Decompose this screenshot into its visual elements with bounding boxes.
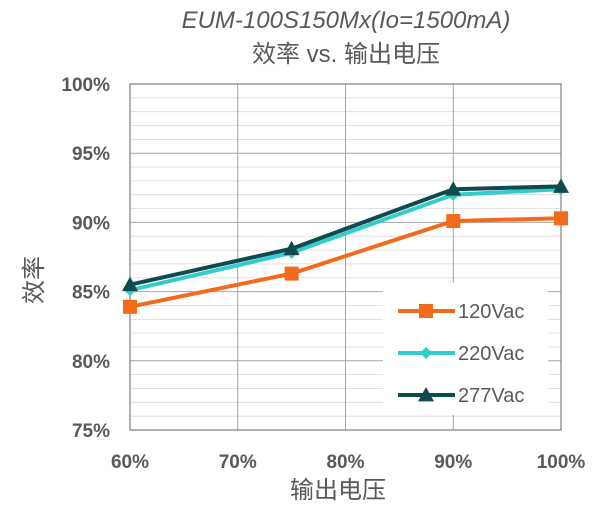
data-point-triangle <box>122 276 138 292</box>
y-tick-label: 90% <box>72 213 110 234</box>
data-point-triangle <box>418 387 434 402</box>
y-tick-label: 75% <box>72 421 110 442</box>
legend-label: 120Vac <box>458 301 524 323</box>
x-tick-label: 90% <box>434 452 472 473</box>
data-point-square <box>446 214 461 229</box>
data-point-diamond <box>420 347 432 359</box>
x-tick-label: 100% <box>537 452 586 473</box>
legend-label: 277Vac <box>458 385 524 407</box>
chart-subtitle: 效率 vs. 输出电压 <box>252 41 440 68</box>
series-line-220Vac <box>129 187 562 293</box>
data-point-square <box>123 299 137 314</box>
series-line-120Vac <box>129 216 562 309</box>
x-tick-label: 60% <box>111 452 149 473</box>
chart-title: EUM-100S150Mx(Io=1500mA) <box>182 7 511 34</box>
y-tick-label: 85% <box>72 283 110 304</box>
y-tick-label: 100% <box>61 75 110 96</box>
data-point-square <box>284 266 299 281</box>
x-axis-tick-labels: 60% 70% 80% 90% 100% <box>111 452 585 473</box>
legend: 120Vac 220Vac 277Vac <box>383 283 548 415</box>
y-tick-label: 95% <box>72 144 110 165</box>
y-axis-tick-labels: 75% 80% 85% 90% 95% 100% <box>61 75 110 442</box>
data-point-square <box>419 304 433 318</box>
y-axis-label: 效率 <box>21 256 48 304</box>
data-point-square <box>554 211 568 226</box>
x-tick-label: 80% <box>326 452 364 473</box>
data-point-triangle <box>445 181 462 196</box>
data-point-triangle <box>283 240 300 256</box>
series-line-277Vac <box>129 184 562 287</box>
data-point-triangle <box>553 178 569 193</box>
series-lines <box>122 178 569 314</box>
y-tick-label: 80% <box>72 352 110 373</box>
x-tick-label: 70% <box>219 452 257 473</box>
legend-label: 220Vac <box>458 343 524 365</box>
plot-area-frame <box>129 83 562 431</box>
x-axis-label: 输出电压 <box>290 477 386 504</box>
